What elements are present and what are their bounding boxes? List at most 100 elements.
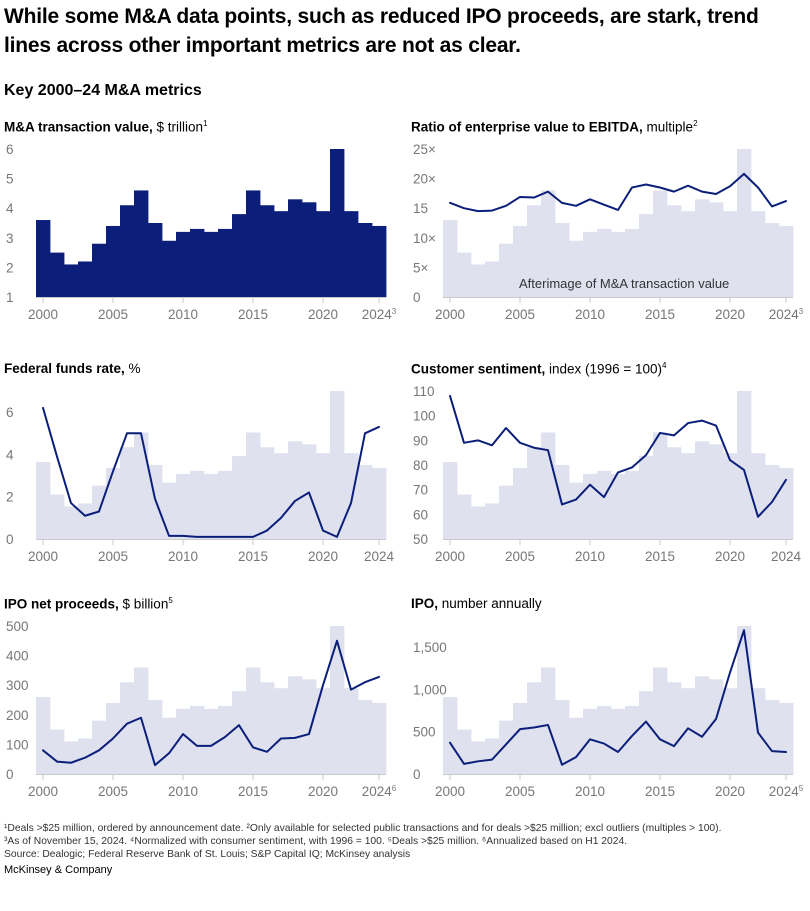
panel-title-bold: IPO net proceeds, bbox=[4, 596, 119, 612]
x-tick-label: 2015 bbox=[645, 307, 675, 322]
afterimage-bar-2020 bbox=[723, 211, 738, 297]
afterimage-bar-2022 bbox=[344, 453, 359, 539]
panel-title-bold: M&A transaction value, bbox=[4, 119, 153, 135]
y-tick-label: 20× bbox=[413, 172, 436, 187]
y-tick-label: 6 bbox=[6, 142, 14, 157]
y-tick-label: 200 bbox=[6, 708, 29, 723]
y-tick-label: 1 bbox=[6, 290, 14, 305]
y-tick-label: 1,000 bbox=[413, 682, 447, 697]
afterimage-bar-2020 bbox=[723, 453, 738, 539]
afterimage-bar-2006 bbox=[527, 447, 542, 539]
panel-title-rest: $ billion bbox=[118, 596, 169, 612]
afterimage-bar-2012 bbox=[204, 708, 219, 774]
afterimage-bar-2002 bbox=[64, 506, 79, 539]
y-tick-label: 6 bbox=[6, 405, 14, 420]
bar-2005 bbox=[106, 225, 121, 297]
bar-2001 bbox=[50, 252, 65, 297]
afterimage-bar-2000 bbox=[443, 462, 458, 539]
x-tick-label: 2000 bbox=[28, 549, 58, 564]
ev-ebitda-chart: 0 5× 10× 15 20× 25× 2000 2005 2010 2015 2020 20243 A… bbox=[413, 142, 804, 322]
afterimage-bar-2009 bbox=[569, 717, 584, 774]
afterimage-bar-2009 bbox=[569, 240, 584, 297]
afterimage-bar-2012 bbox=[204, 473, 219, 539]
afterimage-bar-2016 bbox=[667, 682, 682, 774]
afterimage-bar-2017 bbox=[274, 688, 289, 774]
panel-title-footnote: 1 bbox=[203, 119, 208, 128]
afterimage-bar-2023 bbox=[765, 223, 780, 297]
afterimage-bar-2024 bbox=[779, 467, 794, 539]
sentiment-chart: 50 60 70 80 90 100 110 2000 2005 2010 2015 2020 2024 bbox=[413, 384, 802, 564]
afterimage-bar-2010 bbox=[583, 231, 598, 297]
afterimage-bar-2015 bbox=[653, 190, 668, 297]
afterimage-bar-2000 bbox=[36, 462, 51, 539]
afterimage-bar-2023 bbox=[765, 700, 780, 774]
panel-title-footnote: 2 bbox=[693, 119, 698, 128]
afterimage-bar-2011 bbox=[597, 470, 612, 539]
afterimage-bar-2009 bbox=[162, 717, 177, 774]
afterimage-bar-2021 bbox=[330, 391, 345, 539]
afterimage-bar-2000 bbox=[443, 220, 458, 297]
afterimage-bar-2016 bbox=[260, 682, 275, 774]
panel-title-rest: $ trillion bbox=[152, 119, 204, 135]
x-tick-label: 2005 bbox=[98, 549, 128, 564]
y-tick-label: 400 bbox=[6, 649, 29, 664]
y-tick-label: 70 bbox=[413, 483, 428, 498]
x-tick-label: 2000 bbox=[28, 784, 58, 799]
afterimage-bar-2012 bbox=[611, 473, 626, 539]
panel-title-footnote: 4 bbox=[662, 361, 667, 370]
x-tick-label: 2010 bbox=[168, 784, 198, 799]
bar-2021 bbox=[330, 149, 345, 297]
afterimage-bar-2014 bbox=[232, 691, 247, 774]
panel-title: IPO net proceeds, $ billion5 bbox=[4, 596, 173, 612]
afterimage-bar-2000 bbox=[36, 697, 51, 774]
y-tick-label: 300 bbox=[6, 678, 29, 693]
series-line bbox=[449, 172, 787, 213]
x-tick-label: 2010 bbox=[575, 784, 605, 799]
afterimage-bar-2020 bbox=[723, 688, 738, 774]
y-tick-label: 2 bbox=[6, 490, 14, 505]
x-tick-footnote: 5 bbox=[799, 784, 804, 793]
bar-2007 bbox=[134, 190, 149, 297]
afterimage-bar-2002 bbox=[471, 506, 486, 539]
afterimage-bar-2002 bbox=[471, 741, 486, 774]
y-tick-label: 50 bbox=[413, 532, 428, 547]
chart-subtitle: Key 2000–24 M&A metrics bbox=[4, 82, 202, 99]
x-tick-label: 2015 bbox=[238, 307, 268, 322]
afterimage-bar-2012 bbox=[611, 708, 626, 774]
afterimage-annotation: Afterimage of M&A transaction value bbox=[519, 276, 729, 291]
afterimage-bar-2004 bbox=[92, 720, 107, 774]
x-tick-label: 2020 bbox=[715, 784, 745, 799]
afterimage-bar-2009 bbox=[569, 482, 584, 539]
bar-2004 bbox=[92, 243, 107, 297]
afterimage-bar-2005 bbox=[513, 467, 528, 539]
afterimage-bar-2022 bbox=[751, 453, 766, 539]
x-tick-label: 2020 bbox=[308, 307, 338, 322]
afterimage-bar-2016 bbox=[667, 205, 682, 297]
panel-title: M&A transaction value, $ trillion1 bbox=[4, 119, 208, 135]
afterimage-bar-2014 bbox=[639, 456, 654, 539]
x-tick-label: 2005 bbox=[98, 784, 128, 799]
afterimage-bar-2015 bbox=[653, 667, 668, 774]
y-tick-label: 80 bbox=[413, 458, 428, 473]
afterimage-bar-2017 bbox=[681, 688, 696, 774]
afterimage-bar-2010 bbox=[583, 473, 598, 539]
afterimage-bar-2004 bbox=[499, 720, 514, 774]
x-tick-label: 2015 bbox=[238, 784, 268, 799]
bar-2020 bbox=[316, 211, 331, 297]
y-tick-label: 0 bbox=[413, 290, 421, 305]
afterimage-bar-2001 bbox=[457, 252, 472, 297]
panel-title-bold: Ratio of enterprise value to EBITDA, bbox=[411, 119, 643, 135]
afterimage-bar-2007 bbox=[541, 432, 556, 539]
y-tick-label: 500 bbox=[6, 619, 29, 634]
mna-value-chart: 1 2 3 4 5 6 2000 2005 2010 2015 2020 20243 bbox=[6, 142, 397, 322]
afterimage-bar-2001 bbox=[457, 494, 472, 539]
afterimage-bar-2008 bbox=[555, 223, 570, 297]
panel-title-rest: number annually bbox=[438, 596, 542, 611]
afterimage-bar-2020 bbox=[316, 688, 331, 774]
x-tick-label: 2015 bbox=[645, 549, 675, 564]
afterimage-bar-2019 bbox=[302, 679, 317, 774]
afterimage-bar-2013 bbox=[218, 705, 233, 774]
x-tick-label: 20245 bbox=[769, 784, 804, 799]
afterimage-bar-2007 bbox=[541, 667, 556, 774]
afterimage-bar-2006 bbox=[120, 682, 135, 774]
